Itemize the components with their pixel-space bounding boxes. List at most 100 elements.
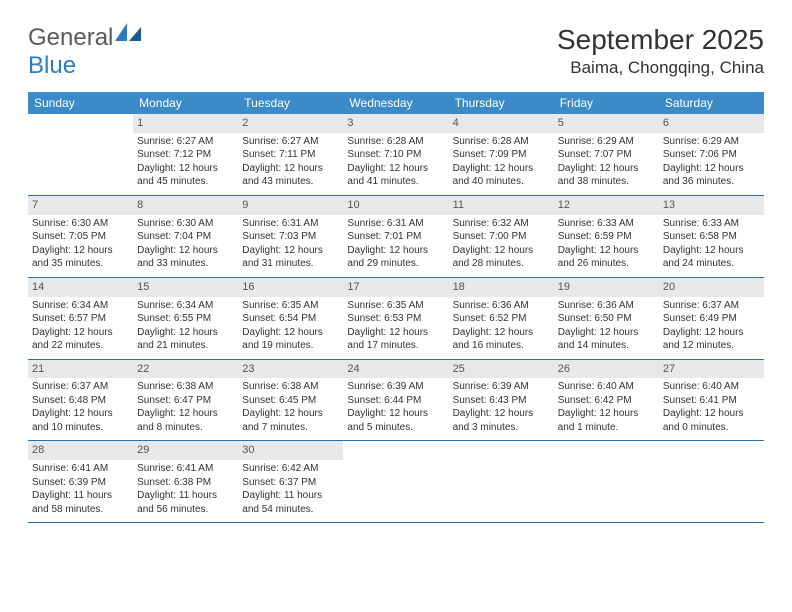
- day-number: 21: [28, 360, 133, 379]
- day-body: Sunrise: 6:37 AMSunset: 6:48 PMDaylight:…: [28, 378, 133, 440]
- sunset-text: Sunset: 6:39 PM: [32, 476, 129, 490]
- day-cell: 20Sunrise: 6:37 AMSunset: 6:49 PMDayligh…: [659, 278, 764, 359]
- day-body: Sunrise: 6:33 AMSunset: 6:58 PMDaylight:…: [659, 215, 764, 277]
- sunset-text: Sunset: 6:50 PM: [558, 312, 655, 326]
- sunset-text: Sunset: 6:49 PM: [663, 312, 760, 326]
- day-cell: 11Sunrise: 6:32 AMSunset: 7:00 PMDayligh…: [449, 196, 554, 277]
- sunrise-text: Sunrise: 6:27 AM: [137, 135, 234, 149]
- daylight-text: Daylight: 12 hours and 26 minutes.: [558, 244, 655, 271]
- day-header-tue: Tuesday: [238, 92, 343, 114]
- day-body: Sunrise: 6:42 AMSunset: 6:37 PMDaylight:…: [238, 460, 343, 522]
- sunrise-text: Sunrise: 6:29 AM: [558, 135, 655, 149]
- daylight-text: Daylight: 12 hours and 40 minutes.: [453, 162, 550, 189]
- day-body: Sunrise: 6:29 AMSunset: 7:06 PMDaylight:…: [659, 133, 764, 195]
- sunset-text: Sunset: 6:58 PM: [663, 230, 760, 244]
- day-cell: 19Sunrise: 6:36 AMSunset: 6:50 PMDayligh…: [554, 278, 659, 359]
- daylight-text: Daylight: 12 hours and 38 minutes.: [558, 162, 655, 189]
- day-header-wed: Wednesday: [343, 92, 448, 114]
- day-body: Sunrise: 6:30 AMSunset: 7:04 PMDaylight:…: [133, 215, 238, 277]
- sunrise-text: Sunrise: 6:36 AM: [558, 299, 655, 313]
- day-body: Sunrise: 6:37 AMSunset: 6:49 PMDaylight:…: [659, 297, 764, 359]
- sunrise-text: Sunrise: 6:34 AM: [32, 299, 129, 313]
- day-cell: [659, 441, 764, 522]
- day-number: 19: [554, 278, 659, 297]
- sunrise-text: Sunrise: 6:40 AM: [663, 380, 760, 394]
- sunset-text: Sunset: 6:57 PM: [32, 312, 129, 326]
- day-number: 4: [449, 114, 554, 133]
- day-cell: [28, 114, 133, 195]
- sunset-text: Sunset: 6:45 PM: [242, 394, 339, 408]
- day-cell: 15Sunrise: 6:34 AMSunset: 6:55 PMDayligh…: [133, 278, 238, 359]
- day-cell: 5Sunrise: 6:29 AMSunset: 7:07 PMDaylight…: [554, 114, 659, 195]
- sunrise-text: Sunrise: 6:27 AM: [242, 135, 339, 149]
- logo: General: [28, 24, 141, 52]
- day-number: 27: [659, 360, 764, 379]
- day-body: Sunrise: 6:31 AMSunset: 7:03 PMDaylight:…: [238, 215, 343, 277]
- daylight-text: Daylight: 12 hours and 21 minutes.: [137, 326, 234, 353]
- sunset-text: Sunset: 6:55 PM: [137, 312, 234, 326]
- sunset-text: Sunset: 6:59 PM: [558, 230, 655, 244]
- sunrise-text: Sunrise: 6:42 AM: [242, 462, 339, 476]
- day-number: 3: [343, 114, 448, 133]
- day-number: 26: [554, 360, 659, 379]
- day-body: Sunrise: 6:36 AMSunset: 6:50 PMDaylight:…: [554, 297, 659, 359]
- day-cell: 9Sunrise: 6:31 AMSunset: 7:03 PMDaylight…: [238, 196, 343, 277]
- month-title: September 2025: [557, 24, 764, 56]
- day-cell: 14Sunrise: 6:34 AMSunset: 6:57 PMDayligh…: [28, 278, 133, 359]
- sunset-text: Sunset: 7:00 PM: [453, 230, 550, 244]
- sunrise-text: Sunrise: 6:40 AM: [558, 380, 655, 394]
- daylight-text: Daylight: 12 hours and 24 minutes.: [663, 244, 760, 271]
- sunrise-text: Sunrise: 6:29 AM: [663, 135, 760, 149]
- daylight-text: Daylight: 12 hours and 16 minutes.: [453, 326, 550, 353]
- day-number: 8: [133, 196, 238, 215]
- sunset-text: Sunset: 7:06 PM: [663, 148, 760, 162]
- sunset-text: Sunset: 6:43 PM: [453, 394, 550, 408]
- logo-sail-icon: [115, 23, 141, 41]
- day-cell: 16Sunrise: 6:35 AMSunset: 6:54 PMDayligh…: [238, 278, 343, 359]
- daylight-text: Daylight: 12 hours and 28 minutes.: [453, 244, 550, 271]
- day-number: 5: [554, 114, 659, 133]
- day-body: Sunrise: 6:36 AMSunset: 6:52 PMDaylight:…: [449, 297, 554, 359]
- sunset-text: Sunset: 7:12 PM: [137, 148, 234, 162]
- day-cell: 21Sunrise: 6:37 AMSunset: 6:48 PMDayligh…: [28, 360, 133, 441]
- sunrise-text: Sunrise: 6:38 AM: [137, 380, 234, 394]
- sunset-text: Sunset: 6:41 PM: [663, 394, 760, 408]
- day-number: 9: [238, 196, 343, 215]
- daylight-text: Daylight: 12 hours and 29 minutes.: [347, 244, 444, 271]
- sunrise-text: Sunrise: 6:37 AM: [663, 299, 760, 313]
- day-cell: 17Sunrise: 6:35 AMSunset: 6:53 PMDayligh…: [343, 278, 448, 359]
- day-number: 22: [133, 360, 238, 379]
- daylight-text: Daylight: 12 hours and 1 minute.: [558, 407, 655, 434]
- daylight-text: Daylight: 12 hours and 41 minutes.: [347, 162, 444, 189]
- sunrise-text: Sunrise: 6:28 AM: [347, 135, 444, 149]
- daylight-text: Daylight: 12 hours and 5 minutes.: [347, 407, 444, 434]
- day-cell: 29Sunrise: 6:41 AMSunset: 6:38 PMDayligh…: [133, 441, 238, 522]
- day-number: 10: [343, 196, 448, 215]
- day-cell: 3 Sunrise: 6:28 AMSunset: 7:10 PMDaylight…: [343, 114, 448, 195]
- daylight-text: Daylight: 12 hours and 19 minutes.: [242, 326, 339, 353]
- daylight-text: Daylight: 12 hours and 35 minutes.: [32, 244, 129, 271]
- day-cell: 27Sunrise: 6:40 AMSunset: 6:41 PMDayligh…: [659, 360, 764, 441]
- day-number: 23: [238, 360, 343, 379]
- daylight-text: Daylight: 12 hours and 14 minutes.: [558, 326, 655, 353]
- day-cell: 13Sunrise: 6:33 AMSunset: 6:58 PMDayligh…: [659, 196, 764, 277]
- sunrise-text: Sunrise: 6:39 AM: [453, 380, 550, 394]
- sunset-text: Sunset: 7:10 PM: [347, 148, 444, 162]
- sunrise-text: Sunrise: 6:34 AM: [137, 299, 234, 313]
- day-cell: 8Sunrise: 6:30 AMSunset: 7:04 PMDaylight…: [133, 196, 238, 277]
- day-body: Sunrise: 6:41 AMSunset: 6:39 PMDaylight:…: [28, 460, 133, 522]
- day-number: 16: [238, 278, 343, 297]
- day-cell: [449, 441, 554, 522]
- sunset-text: Sunset: 6:38 PM: [137, 476, 234, 490]
- day-header-fri: Friday: [554, 92, 659, 114]
- sunset-text: Sunset: 6:53 PM: [347, 312, 444, 326]
- day-cell: [343, 441, 448, 522]
- day-body: Sunrise: 6:27 AMSunset: 7:11 PMDaylight:…: [238, 133, 343, 195]
- day-number: 13: [659, 196, 764, 215]
- daylight-text: Daylight: 11 hours and 54 minutes.: [242, 489, 339, 516]
- daylight-text: Daylight: 12 hours and 33 minutes.: [137, 244, 234, 271]
- week-row: 28Sunrise: 6:41 AMSunset: 6:39 PMDayligh…: [28, 441, 764, 523]
- week-row: 1Sunrise: 6:27 AMSunset: 7:12 PMDaylight…: [28, 114, 764, 196]
- day-number: 24: [343, 360, 448, 379]
- sunset-text: Sunset: 6:47 PM: [137, 394, 234, 408]
